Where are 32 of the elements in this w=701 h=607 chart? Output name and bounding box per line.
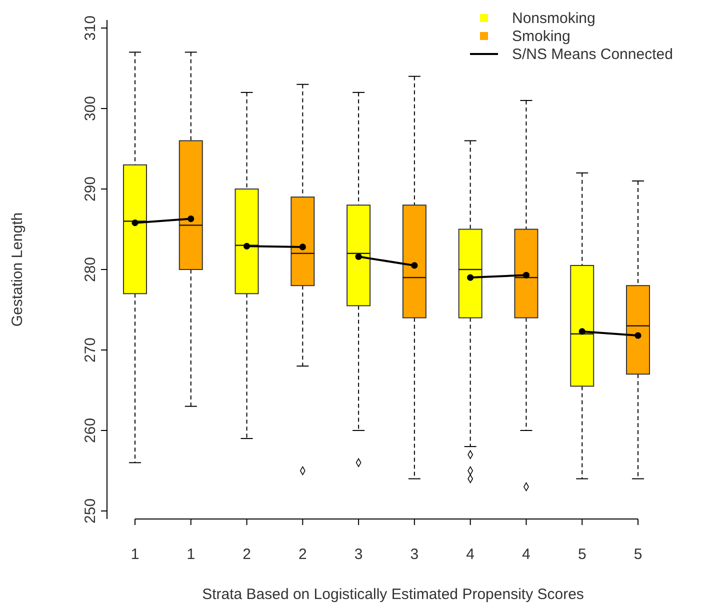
point <box>188 215 194 222</box>
y-tick-label: 270 <box>82 337 99 362</box>
point <box>132 220 138 226</box>
y-axis-title: Gestation Length <box>9 212 26 327</box>
x-tick-label: 2 <box>242 546 251 563</box>
point <box>299 244 306 250</box>
point <box>634 332 642 339</box>
y-tick-label: 300 <box>82 96 99 122</box>
legend-label: Nonsmoking <box>512 10 596 27</box>
point <box>243 242 250 250</box>
legend-label: Smoking <box>512 28 570 45</box>
x-tick-label: 3 <box>410 546 419 563</box>
y-tick-label: 290 <box>82 176 99 202</box>
x-tick-label: 5 <box>578 546 586 563</box>
x-axis-title: Strata Based on Logistically Estimated Propensity Scores <box>202 586 584 603</box>
x-tick-label: 1 <box>130 546 140 563</box>
y-tick-label: 310 <box>82 16 99 41</box>
x-tick-label: 1 <box>186 546 196 563</box>
x-tick-label: 2 <box>298 546 307 563</box>
point <box>467 274 474 281</box>
point <box>411 262 418 269</box>
point <box>355 253 362 260</box>
y-tick-label: 260 <box>82 418 99 443</box>
y-tick-label: 250 <box>82 498 99 524</box>
x-tick-label: 5 <box>634 546 642 563</box>
legend-label: S/NS Means Connected <box>512 46 673 63</box>
x-tick-label: 4 <box>522 546 530 563</box>
x-tick-label: 3 <box>354 546 363 563</box>
point <box>578 328 586 335</box>
y-tick-label: 280 <box>82 256 99 282</box>
point <box>522 272 530 278</box>
x-tick-label: 4 <box>466 546 475 563</box>
